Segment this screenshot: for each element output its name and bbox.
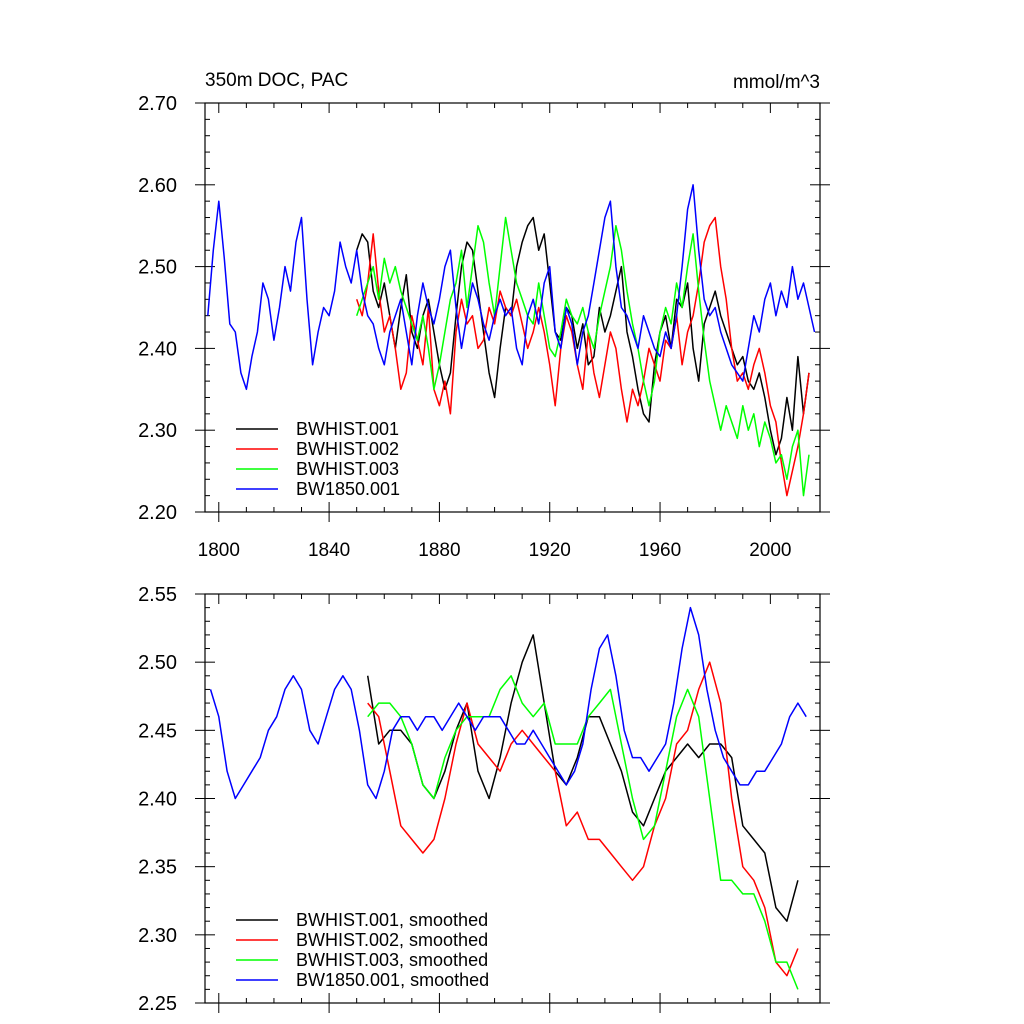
bottom-legend-label: BWHIST.002, smoothed	[296, 930, 488, 950]
bottom-y-tick-label: 2.45	[138, 720, 177, 742]
top-panel-units: mmol/m^3	[733, 72, 820, 93]
top-legend-label: BWHIST.003	[296, 459, 399, 479]
bottom-series-line-4	[209, 606, 807, 800]
top-series-line-4	[207, 184, 816, 391]
bottom-series-line-2	[367, 661, 799, 977]
top-x-tick-label: 1880	[418, 540, 460, 561]
bottom-legend-label: BW1850.001, smoothed	[296, 970, 489, 990]
top-y-tick-label: 2.50	[138, 257, 177, 279]
top-y-tick-label: 2.40	[138, 338, 177, 360]
top-series-line-2	[355, 216, 810, 497]
top-plot-frame	[204, 102, 821, 513]
bottom-y-tick-label: 2.55	[138, 584, 177, 606]
bottom-series-group	[209, 606, 807, 990]
bottom-panel: 2.25 2.30 2.35 2.40 2.45 2.50 2.55 BWHIST.001,…	[138, 584, 830, 1015]
top-y-tick-label: 2.20	[138, 502, 177, 524]
top-legend-label: BW1850.001	[296, 479, 400, 499]
bottom-y-tick-label: 2.50	[138, 652, 177, 674]
top-legend-label: BWHIST.001	[296, 419, 399, 439]
top-x-tick-label: 1800	[198, 540, 240, 561]
top-x-tick-label: 1840	[308, 540, 350, 561]
top-ticks: 1800 1840 1880 1920 1960 2000 2.20 2.30 2.40 2.50…	[138, 93, 830, 561]
top-panel-title: 350m DOC, PAC	[205, 70, 348, 91]
top-y-tick-label: 2.70	[138, 93, 177, 115]
top-panel: 350m DOC, PAC mmol/m^3 1800 1840 1880 1920 1…	[138, 70, 830, 561]
top-x-tick-label: 2000	[749, 540, 791, 561]
top-series-line-1	[355, 216, 810, 456]
bottom-y-tick-label: 2.30	[138, 925, 177, 947]
bottom-ticks: 2.25 2.30 2.35 2.40 2.45 2.50 2.55	[138, 584, 830, 1015]
top-x-tick-label: 1960	[639, 540, 681, 561]
top-legend-label: BWHIST.002	[296, 439, 399, 459]
top-y-tick-label: 2.60	[138, 175, 177, 197]
top-y-tick-label: 2.30	[138, 420, 177, 442]
bottom-plot-frame	[204, 593, 821, 1004]
top-series-line-3	[355, 216, 810, 497]
bottom-y-tick-label: 2.40	[138, 789, 177, 811]
bottom-y-tick-label: 2.25	[138, 993, 177, 1015]
bottom-legend-label: BWHIST.003, smoothed	[296, 950, 488, 970]
top-series-group	[207, 184, 816, 497]
bottom-legend-label: BWHIST.001, smoothed	[296, 910, 488, 930]
top-x-tick-label: 1920	[529, 540, 571, 561]
bottom-y-tick-label: 2.35	[138, 857, 177, 879]
bottom-series-line-3	[367, 675, 799, 990]
